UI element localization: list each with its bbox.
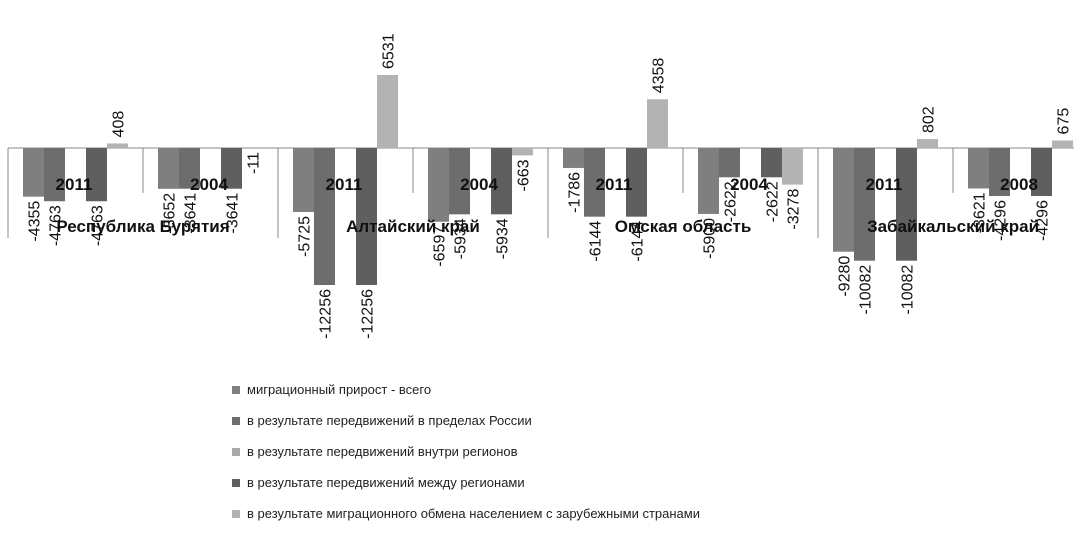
legend-swatch [232, 417, 240, 425]
bar-value-label: -12256 [360, 289, 377, 339]
bar-value-label: 4358 [651, 58, 668, 94]
bar [158, 148, 179, 189]
bar-value-label: -5900 [702, 218, 719, 259]
bar-value-label: -10082 [900, 265, 917, 315]
bar [626, 148, 647, 217]
bar [107, 143, 128, 148]
bar [968, 148, 989, 189]
bar-value-label: -4296 [993, 200, 1010, 241]
bar-value-label: -2622 [723, 181, 740, 222]
bar [833, 148, 854, 252]
bar-value-label: -6144 [630, 221, 647, 262]
bar-value-label: -6144 [588, 221, 605, 262]
legend-item: в результате передвижений внутри регионо… [232, 436, 700, 467]
region-label: Алтайский край [346, 217, 480, 236]
bar [563, 148, 584, 168]
legend-label: в результате передвижений внутри регионо… [247, 444, 518, 459]
bar-value-label: -5934 [495, 218, 512, 259]
bar [23, 148, 44, 197]
year-label: 2011 [866, 175, 903, 194]
bar-value-label: -4296 [1035, 200, 1052, 241]
legend-swatch [232, 386, 240, 394]
bar-value-label: 675 [1056, 108, 1073, 135]
chart-legend: миграционный прирост - всего в результате… [232, 374, 700, 529]
bar [917, 139, 938, 148]
bar-value-label: -10082 [858, 265, 875, 315]
bar-value-label: -2622 [765, 181, 782, 222]
bar-value-label: -11 [246, 152, 263, 174]
bar-value-label: -12256 [318, 289, 335, 339]
bar [1052, 140, 1073, 148]
bar [719, 148, 740, 178]
bar-value-label: -663 [516, 159, 533, 191]
region-label: Забайкальский край [867, 217, 1039, 236]
bar-value-label: -4763 [48, 205, 65, 246]
bar [698, 148, 719, 214]
bar-value-label: 6531 [381, 33, 398, 69]
legend-label: в результате передвижений между регионам… [247, 475, 525, 490]
legend-swatch [232, 479, 240, 487]
bar [314, 148, 335, 285]
bar [989, 148, 1010, 197]
legend-swatch [232, 510, 240, 518]
bar-value-label: -3621 [972, 192, 989, 233]
bar [782, 148, 803, 185]
bar [512, 148, 533, 156]
legend-label: миграционный прирост - всего [247, 382, 432, 397]
year-label: 2008 [1000, 175, 1038, 194]
bar-value-label: 408 [111, 111, 128, 138]
legend-swatch [232, 448, 240, 456]
bar-value-label: -1786 [567, 172, 584, 213]
bar-value-label: -5725 [297, 216, 314, 257]
bar [761, 148, 782, 178]
bar-value-label: -4355 [27, 201, 44, 242]
bar-value-label: -3278 [786, 189, 803, 230]
bar [449, 148, 470, 215]
legend-item: в результате миграционного обмена населе… [232, 498, 700, 529]
bar [377, 74, 398, 148]
bar [179, 148, 200, 189]
bar [1031, 148, 1052, 197]
bar-value-label: 802 [921, 106, 938, 133]
legend-item: в результате передвижений между регионам… [232, 467, 700, 498]
legend-label: в результате миграционного обмена населе… [247, 506, 700, 521]
bar-value-label: -6597 [432, 226, 449, 267]
bar [44, 148, 65, 202]
year-label: 2004 [730, 175, 768, 194]
bar [86, 148, 107, 202]
region-label: Омская область [615, 217, 752, 236]
legend-item: миграционный прирост - всего [232, 374, 700, 405]
bar [647, 99, 668, 148]
bar-value-label: -5934 [453, 218, 470, 259]
bar-value-label: -4763 [90, 205, 107, 246]
year-label: 2011 [56, 175, 93, 194]
bar [491, 148, 512, 215]
legend-item: в результате передвижений в пределах Рос… [232, 405, 700, 436]
bar-value-label: -3652 [162, 193, 179, 234]
bar [356, 148, 377, 285]
year-label: 2011 [326, 175, 363, 194]
bar [293, 148, 314, 212]
bar [242, 148, 263, 149]
bar [428, 148, 449, 222]
legend-label: в результате передвижений в пределах Рос… [247, 413, 532, 428]
bar [896, 148, 917, 261]
year-label: 2004 [460, 175, 498, 194]
bar [584, 148, 605, 217]
year-label: 2011 [596, 175, 633, 194]
bar-value-label: -3641 [225, 193, 242, 234]
bar-value-label: -3641 [183, 193, 200, 234]
year-label: 2004 [190, 175, 228, 194]
bar [221, 148, 242, 189]
region-label: Республика Бурятия [56, 217, 229, 236]
bar [854, 148, 875, 261]
bar-value-label: -9280 [837, 256, 854, 297]
